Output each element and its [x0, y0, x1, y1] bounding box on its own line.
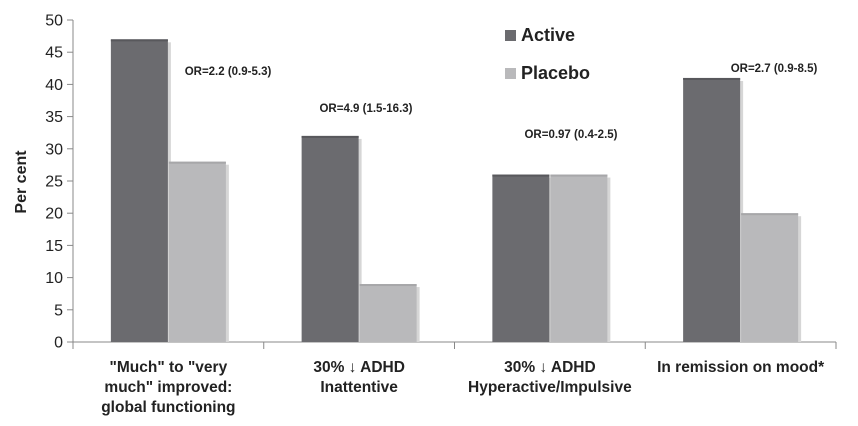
- odds-ratio-annotation: OR=2.2 (0.9-5.3): [185, 66, 272, 78]
- legend-item-active: Active: [505, 25, 575, 45]
- y-tick-label: 5: [54, 302, 63, 319]
- y-tick-label: 20: [45, 206, 63, 223]
- x-category-label: In remission on mood*: [657, 359, 825, 376]
- x-category-label: 30% ↓ ADHD Hyperactive/Impulsive: [468, 359, 632, 396]
- y-tick-label: 30: [45, 141, 63, 158]
- y-tick-label: 40: [45, 77, 63, 94]
- bar-active: [492, 174, 553, 342]
- chart-bars: [110, 39, 802, 343]
- y-tick-label: 35: [45, 109, 63, 126]
- y-tick-label: 15: [45, 238, 63, 255]
- legend-item-placebo: Placebo: [505, 63, 590, 83]
- legend-swatch: [505, 30, 516, 41]
- bar-active: [683, 77, 744, 343]
- odds-ratio-annotation: OR=2.7 (0.9-8.5): [731, 63, 818, 75]
- bar-active: [110, 39, 171, 342]
- bar-placebo: [168, 161, 229, 342]
- bar-placebo: [741, 213, 802, 342]
- bar-placebo: [359, 284, 420, 342]
- y-axis-label: Per cent: [13, 150, 30, 214]
- legend-label: Active: [521, 25, 575, 45]
- odds-ratio-annotation: OR=4.9 (1.5-16.3): [319, 103, 412, 115]
- y-tick-label: 50: [45, 13, 63, 30]
- legend: Active Placebo: [505, 25, 590, 83]
- x-category-label: "Much" to "very much" improved: global fun…: [101, 359, 235, 416]
- y-tick-label: 45: [45, 45, 63, 62]
- legend-swatch: [505, 68, 516, 79]
- x-category-label: 30% ↓ ADHD Inattentive: [313, 359, 405, 396]
- y-tick-label: 0: [54, 335, 63, 352]
- bar-placebo: [550, 174, 611, 342]
- y-tick-label: 25: [45, 174, 63, 191]
- bar-active: [301, 135, 362, 342]
- odds-ratio-annotation: OR=0.97 (0.4-2.5): [524, 129, 617, 141]
- chart-labels: "Much" to "very much" improved: global fun…: [101, 63, 825, 416]
- y-tick-label: 10: [45, 270, 63, 287]
- legend-label: Placebo: [521, 63, 590, 83]
